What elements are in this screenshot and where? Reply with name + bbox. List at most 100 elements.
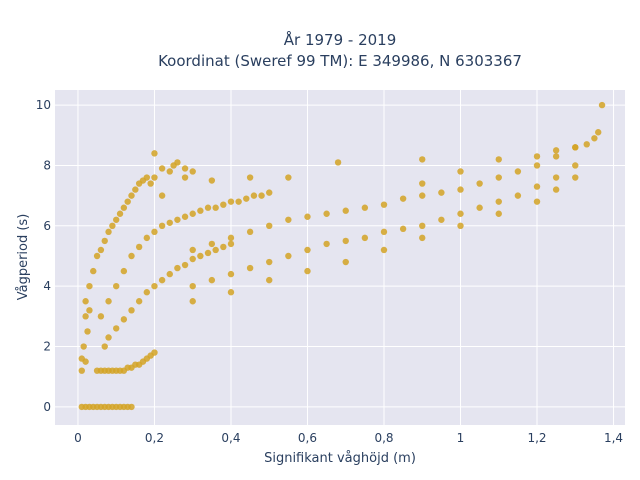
data-point <box>109 222 116 230</box>
data-point <box>419 156 426 163</box>
data-point <box>113 325 120 332</box>
data-point <box>572 162 579 169</box>
data-point <box>419 192 426 199</box>
x-tick-label: 1,4 <box>604 431 623 445</box>
data-point <box>128 192 135 199</box>
data-point <box>189 246 196 254</box>
data-point <box>246 264 254 272</box>
data-point <box>90 267 97 275</box>
data-point <box>204 249 212 257</box>
data-point <box>166 219 173 226</box>
data-point <box>101 343 108 350</box>
y-tick-label: 10 <box>36 98 51 112</box>
data-point <box>304 246 311 254</box>
data-point <box>170 162 177 169</box>
data-point <box>151 228 158 236</box>
x-tick-label: 0,8 <box>374 431 393 445</box>
data-point <box>86 307 93 314</box>
chart-title-line-1: År 1979 - 2019 <box>284 30 397 49</box>
data-point <box>399 225 407 233</box>
y-tick-label: 0 <box>43 400 51 414</box>
data-point <box>197 252 204 260</box>
data-point <box>189 255 196 263</box>
data-point <box>151 282 158 290</box>
data-point <box>533 162 541 169</box>
y-tick-label: 4 <box>43 279 51 293</box>
data-point <box>181 174 189 181</box>
data-point <box>212 204 219 211</box>
data-point <box>419 222 426 230</box>
data-point <box>174 264 181 272</box>
data-point <box>250 192 258 199</box>
data-point <box>116 210 124 217</box>
data-point <box>135 298 143 305</box>
data-point <box>591 135 598 142</box>
data-point <box>380 246 388 254</box>
data-point <box>533 153 541 160</box>
data-point <box>82 298 89 305</box>
data-point <box>334 159 342 166</box>
data-point <box>572 174 579 181</box>
data-point <box>266 276 273 284</box>
data-point <box>495 174 502 181</box>
data-point <box>181 165 189 172</box>
data-point <box>361 234 369 242</box>
data-point <box>380 228 388 236</box>
data-point <box>552 153 560 160</box>
data-point <box>533 183 541 190</box>
data-point <box>399 195 407 202</box>
data-point <box>342 237 349 245</box>
data-point <box>243 195 250 202</box>
data-point <box>128 307 135 314</box>
data-point <box>495 156 502 163</box>
data-point <box>105 334 112 341</box>
data-point <box>84 328 91 335</box>
chart-title-line-2: Koordinat (Sweref 99 TM): E 349986, N 63… <box>158 52 522 70</box>
data-point <box>78 355 85 362</box>
data-point <box>476 204 483 211</box>
data-point <box>97 246 105 254</box>
data-point <box>208 240 216 248</box>
data-point <box>120 316 128 323</box>
data-point <box>323 210 330 217</box>
y-tick-labels: 0 2 4 6 8 10 <box>36 98 51 414</box>
y-tick-label: 2 <box>43 340 51 354</box>
grid-lines <box>55 90 625 425</box>
data-point <box>158 276 166 284</box>
plot-background <box>55 90 625 425</box>
data-point <box>266 222 273 230</box>
data-point <box>227 234 235 242</box>
y-tick-label: 8 <box>43 158 51 172</box>
data-point <box>189 282 196 290</box>
data-point <box>285 252 292 260</box>
data-point <box>380 201 388 208</box>
data-point <box>457 168 464 175</box>
data-point <box>86 282 93 290</box>
data-point <box>101 237 108 245</box>
data-point <box>304 267 311 275</box>
data-point <box>113 282 120 290</box>
y-axis-label: Vågperiod (s) <box>16 214 31 301</box>
data-point <box>208 276 216 284</box>
data-point <box>235 198 242 205</box>
data-point <box>181 213 189 220</box>
data-point <box>258 192 265 199</box>
data-point <box>189 168 196 175</box>
data-point <box>227 289 235 296</box>
data-point <box>583 141 590 148</box>
data-point <box>124 198 131 205</box>
data-point <box>135 243 143 251</box>
data-point <box>572 144 579 151</box>
data-point <box>514 168 522 175</box>
x-tick-labels: 0 0,2 0,4 0,6 0,8 1 1,2 1,4 <box>74 431 623 445</box>
data-point <box>93 252 101 260</box>
data-point <box>552 174 560 181</box>
data-point <box>419 234 426 242</box>
data-point <box>158 192 166 199</box>
data-point <box>419 180 426 187</box>
x-tick-label: 0,6 <box>298 431 317 445</box>
data-point <box>598 101 606 109</box>
data-point <box>174 216 181 223</box>
data-point <box>342 258 349 266</box>
